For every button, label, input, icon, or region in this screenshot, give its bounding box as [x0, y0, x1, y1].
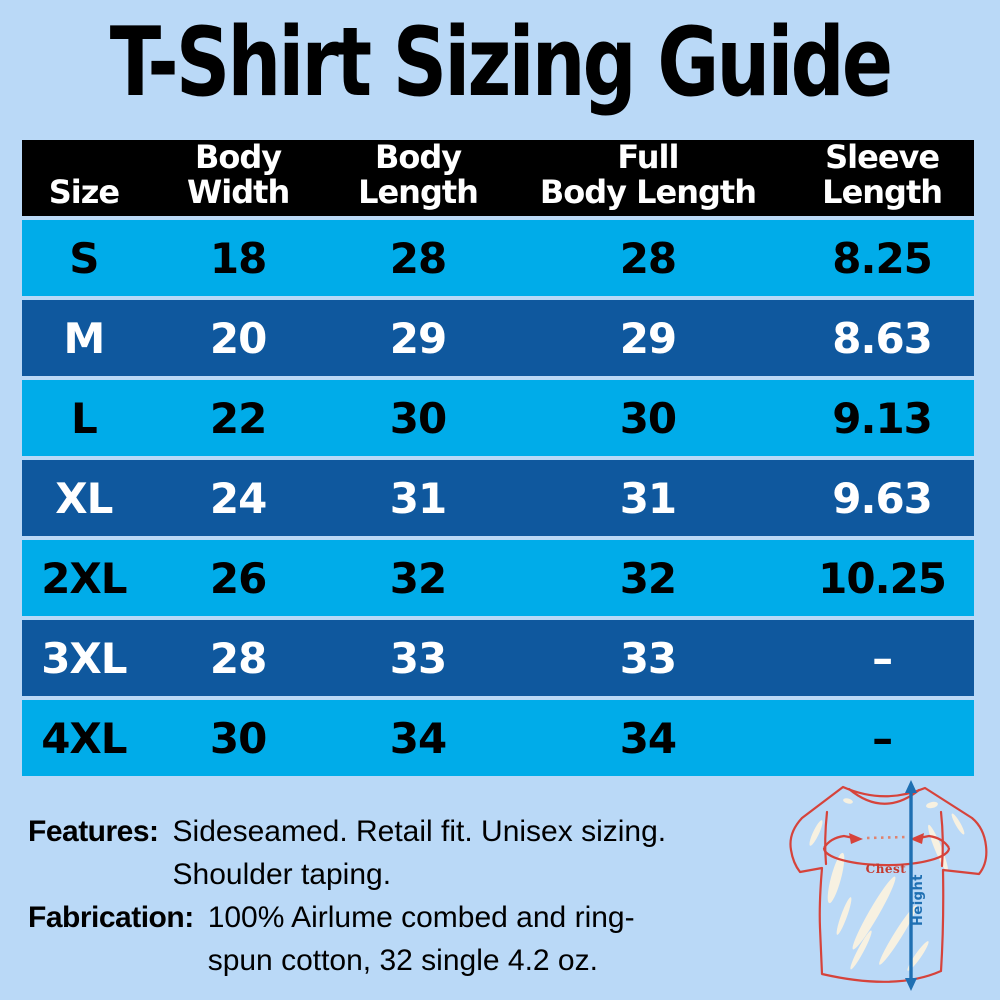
cell-size: M — [63, 313, 105, 363]
cell-sleeve-length: 8.63 — [832, 313, 933, 363]
table-row: XL 24 31 31 9.63 — [22, 460, 974, 536]
shirt-outline — [789, 785, 988, 983]
cell-body-width: 24 — [209, 473, 267, 523]
fabrication-label: Fabrication: — [28, 901, 194, 934]
cell-sleeve-length: 10.25 — [818, 553, 947, 603]
cell-sleeve-length: 9.63 — [832, 473, 933, 523]
height-measure-arrow: Height — [905, 780, 926, 991]
cell-body-width: 20 — [209, 313, 267, 363]
cell-body-width: 26 — [209, 553, 267, 603]
header-line: Body — [195, 138, 282, 176]
sizing-table: Size Body Width Body Length Full Body Le… — [22, 140, 974, 776]
cell-full-body-length: 32 — [619, 553, 677, 603]
header-line: Full — [617, 138, 679, 176]
header-line: Width — [186, 173, 290, 211]
cell-full-body-length: 34 — [619, 713, 677, 763]
cell-size: 2XL — [41, 553, 127, 603]
cell-body-width: 28 — [209, 633, 267, 683]
header-line: Body — [374, 138, 462, 176]
cell-full-body-length: 33 — [619, 633, 677, 683]
fabrication-line-2: spun cotton, 32 single 4.2 oz. — [207, 944, 598, 977]
header-line: Length — [358, 173, 479, 211]
features-line-1: Sideseamed. Retail fit. Unisex sizing. — [172, 815, 667, 848]
cell-full-body-length: 29 — [619, 313, 677, 363]
table-row: 2XL 26 32 32 10.25 — [22, 540, 974, 616]
table-row: M 20 29 29 8.63 — [22, 300, 974, 376]
cell-body-width: 22 — [209, 393, 267, 443]
cell-body-length: 30 — [389, 393, 447, 443]
tshirt-diagram-icon: Chest Height — [789, 780, 988, 991]
page-title: T-Shirt Sizing Guide — [109, 8, 893, 119]
header-line: Length — [822, 173, 943, 211]
cell-body-length: 32 — [389, 553, 447, 603]
header-line: Sleeve — [825, 138, 940, 176]
fabric-highlights — [809, 798, 965, 971]
cell-full-body-length: 31 — [619, 473, 677, 523]
cell-body-width: 30 — [209, 713, 267, 763]
cell-body-width: 18 — [209, 233, 267, 283]
table-row: S 18 28 28 8.25 — [22, 220, 974, 296]
cell-full-body-length: 30 — [619, 393, 677, 443]
header-line: Body Length — [539, 173, 757, 211]
features-label: Features: — [28, 815, 159, 848]
features-text: Sideseamed. Retail fit. Unisex sizing. S… — [173, 810, 667, 896]
table-row: L 22 30 30 9.13 — [22, 380, 974, 456]
column-header-body-length: Body Length — [330, 140, 505, 217]
cell-size: S — [69, 233, 99, 283]
table-row: 3XL 28 33 33 – — [22, 620, 974, 696]
cell-body-length: 29 — [389, 313, 447, 363]
cell-body-length: 28 — [389, 233, 447, 283]
table-row: 4XL 30 34 34 – — [22, 700, 974, 776]
chest-measure-arrow: Chest — [822, 833, 951, 876]
features-note: Features: Sideseamed. Retail fit. Unisex… — [28, 810, 666, 896]
height-label: Height — [911, 874, 926, 926]
table-header-row: Size Body Width Body Length Full Body Le… — [22, 140, 974, 216]
cell-body-length: 34 — [389, 713, 447, 763]
column-header-full-body-length: Full Body Length — [506, 140, 791, 217]
cell-size: 4XL — [41, 713, 127, 763]
cell-sleeve-length: – — [872, 713, 893, 763]
cell-sleeve-length: 9.13 — [832, 393, 933, 443]
column-header-sleeve-length: Sleeve Length — [790, 140, 974, 217]
column-header-body-width: Body Width — [146, 140, 331, 217]
cell-size: L — [70, 393, 98, 443]
cell-size: 3XL — [41, 633, 127, 683]
fabrication-note: Fabrication: 100% Airlume combed and rin… — [28, 896, 635, 982]
features-line-2: Shoulder taping. — [172, 858, 392, 891]
fabrication-text: 100% Airlume combed and ring- spun cotto… — [208, 896, 635, 982]
header-line: Size — [48, 173, 120, 211]
cell-sleeve-length: – — [872, 633, 893, 683]
cell-body-length: 31 — [389, 473, 447, 523]
cell-sleeve-length: 8.25 — [832, 233, 933, 283]
column-header-size: Size — [22, 140, 146, 217]
fabrication-line-1: 100% Airlume combed and ring- — [207, 901, 635, 934]
cell-size: XL — [55, 473, 113, 523]
chest-label: Chest — [866, 862, 907, 876]
cell-body-length: 33 — [389, 633, 447, 683]
cell-full-body-length: 28 — [619, 233, 677, 283]
